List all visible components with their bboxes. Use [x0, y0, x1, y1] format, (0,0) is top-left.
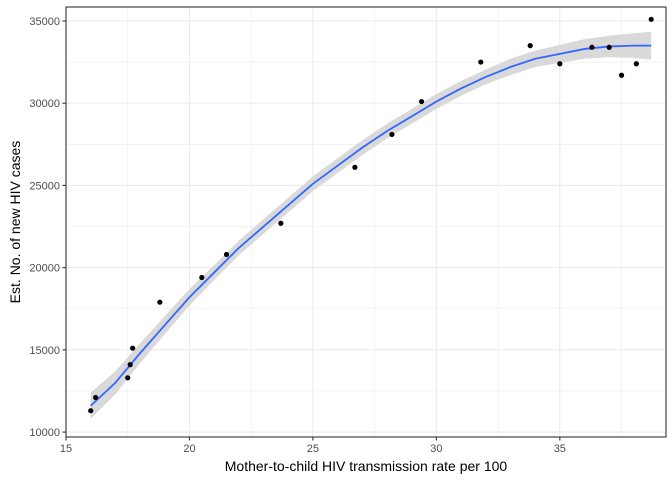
data-point — [527, 43, 533, 49]
y-tick-label: 15000 — [29, 345, 60, 357]
data-point — [88, 408, 94, 414]
data-point — [223, 251, 230, 258]
x-tick-label: 15 — [60, 443, 72, 455]
data-point — [557, 61, 563, 67]
data-point — [199, 274, 205, 281]
data-point — [130, 345, 136, 351]
data-point — [127, 362, 133, 368]
data-point — [157, 299, 163, 305]
data-point — [352, 164, 358, 170]
points-layer — [88, 16, 654, 414]
data-point — [618, 72, 625, 78]
data-point — [648, 16, 654, 22]
x-axis-title: Mother-to-child HIV transmission rate pe… — [225, 458, 508, 474]
data-point — [478, 59, 484, 65]
data-point — [606, 44, 612, 50]
y-tick-label: 20000 — [29, 263, 60, 275]
x-tick-label: 25 — [307, 443, 319, 455]
data-point — [125, 375, 131, 381]
x-tick-label: 20 — [183, 443, 195, 455]
y-axis-title: Est. No. of new HIV cases — [7, 141, 23, 304]
panel-border — [65, 6, 667, 438]
data-point — [418, 98, 425, 105]
data-point — [589, 44, 595, 50]
y-tick-label: 10000 — [29, 427, 60, 439]
x-tick-label: 35 — [554, 443, 566, 455]
y-tick-label: 25000 — [29, 180, 60, 192]
smooth-trend-line — [90, 44, 652, 407]
data-point — [389, 131, 395, 138]
ticks-layer: 15 20 25 30 35 10000 15000 20000 25000 30000 35000 — [29, 16, 566, 455]
x-tick-label: 30 — [430, 443, 442, 455]
data-point — [93, 394, 99, 401]
y-tick-label: 30000 — [29, 98, 60, 110]
data-point — [633, 61, 639, 67]
data-point — [278, 220, 284, 226]
y-tick-label: 35000 — [29, 16, 60, 28]
